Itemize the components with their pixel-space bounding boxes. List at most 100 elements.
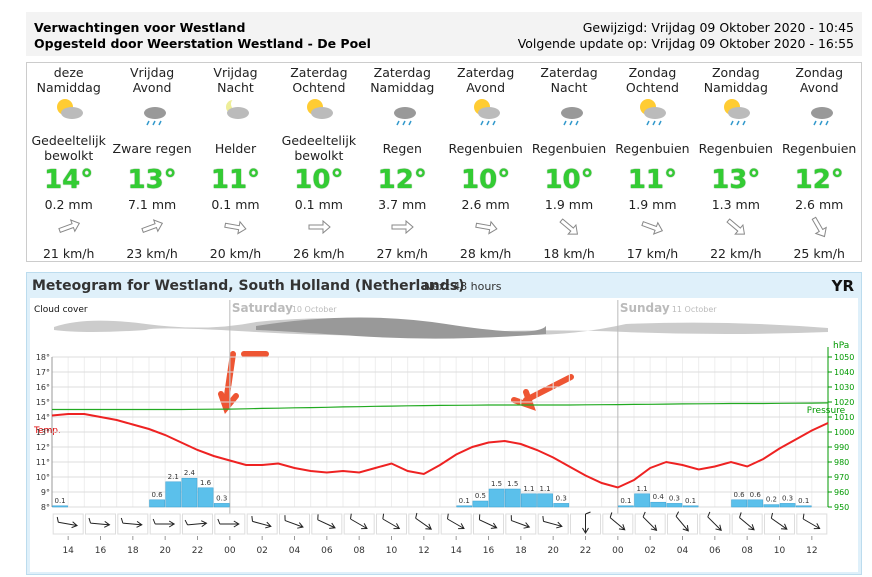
- forecast-column: Zondag Avond Regenbuien 12° 2.6 mm 25 km/h: [778, 63, 861, 261]
- y2-tick-label: 1010: [834, 413, 854, 422]
- precip-bar: [197, 487, 214, 508]
- wind-arrow: [642, 511, 658, 532]
- day: Vrijdag: [213, 65, 258, 80]
- period: Zaterdag Namiddag: [361, 65, 444, 95]
- weather-icon: [694, 95, 777, 131]
- precip-bar: [747, 499, 764, 508]
- meteogram-title: Meteogram for Westland, South Holland (N…: [32, 278, 465, 294]
- x-tick-label: 14: [62, 546, 74, 556]
- precip-bar: [779, 503, 796, 508]
- weather-icon: [778, 95, 861, 131]
- period: deze Namiddag: [27, 65, 110, 95]
- condition: Regenbuien: [615, 140, 690, 156]
- wind-arrow: [88, 517, 111, 528]
- cloud-cover: [54, 318, 828, 336]
- wind-arrow: [611, 215, 694, 245]
- x-tick-label: 00: [612, 546, 624, 556]
- pressure-line: [52, 402, 829, 411]
- precipitation: 3.7 mm: [378, 197, 427, 212]
- precip-label: 0.6: [750, 491, 762, 499]
- x-tick-label: 12: [806, 546, 817, 556]
- precip-bar: [521, 493, 537, 508]
- wind-speed: 27 km/h: [376, 246, 428, 261]
- precip-label: 1.5: [507, 480, 518, 488]
- precipitation: 0.2 mm: [44, 197, 93, 212]
- precip-bar: [456, 505, 473, 508]
- y-tick-label: 14°: [36, 413, 50, 422]
- wind-speed: 22 km/h: [710, 246, 762, 261]
- y2-tick-label: 1020: [834, 398, 854, 407]
- wind-speed: 25 km/h: [793, 246, 845, 261]
- wind-speed: 18 km/h: [543, 246, 595, 261]
- x-tick-label: 22: [192, 546, 203, 556]
- precipitation: 1.3 mm: [711, 197, 760, 212]
- day-part: Avond: [466, 80, 506, 95]
- day: Zaterdag: [373, 65, 431, 80]
- forecast-column: Zaterdag Ochtend Gedeeltelijk bewolkt 10° 0.…: [277, 63, 360, 261]
- day-part: Namiddag: [370, 80, 435, 95]
- precip-label: 2.1: [168, 473, 179, 481]
- precip-bar: [213, 503, 230, 508]
- precip-bar: [181, 477, 198, 508]
- condition: Regen: [382, 140, 422, 156]
- wind-arrow: [56, 516, 78, 529]
- condition: Helder: [214, 140, 257, 156]
- y-tick-label: 11°: [36, 458, 50, 467]
- precip-label: 0.1: [55, 497, 66, 505]
- x-tick-label: 14: [450, 546, 462, 556]
- day: Zaterdag: [540, 65, 598, 80]
- precip-label: 1.1: [540, 485, 551, 493]
- day: Zaterdag: [290, 65, 348, 80]
- y-tick-label: 8°: [41, 503, 50, 512]
- precip-bar: [682, 505, 699, 508]
- modified: Gewijzigd: Vrijdag 09 Oktober 2020 - 10:…: [582, 20, 854, 35]
- day: deze: [53, 65, 84, 80]
- day-part: Avond: [799, 80, 839, 95]
- forecast-column: Zaterdag Namiddag Regen 12° 3.7 mm 27 km/h: [361, 63, 444, 261]
- precip-bar: [731, 499, 747, 508]
- precipitation: 1.9 mm: [544, 197, 594, 212]
- y-tick-label: 18°: [36, 353, 50, 362]
- day-name: Saturday: [232, 301, 293, 315]
- precip-bar: [553, 503, 570, 508]
- x-tick-label: 20: [159, 546, 171, 556]
- wind-speed: 20 km/h: [209, 246, 262, 261]
- precip-label: 0.6: [152, 491, 164, 499]
- wind-arrow: [350, 513, 368, 530]
- forecast-column: Vrijdag Avond Zware regen 13° 7.1 mm 23 km/h: [110, 63, 193, 261]
- forecast-column: Zaterdag Nacht Regenbuien 10° 1.9 mm 18 km/h: [527, 63, 610, 261]
- logo[interactable]: YR: [831, 277, 855, 295]
- precip-bar: [472, 500, 489, 508]
- wind-arrow: [382, 513, 401, 530]
- precip-label: 1.1: [637, 485, 648, 493]
- weather-icon: [110, 95, 193, 131]
- condition: Gedeeltelijk bewolkt: [281, 133, 357, 163]
- wind-arrow: [217, 518, 240, 528]
- precip-label: 1.1: [523, 485, 534, 493]
- meteogram: Meteogram for Westland, South Holland (N…: [26, 272, 862, 575]
- period: Zaterdag Ochtend: [277, 65, 360, 95]
- precipitation: 2.6 mm: [461, 197, 510, 212]
- x-tick-label: 20: [547, 546, 559, 556]
- x-tick-label: 10: [774, 546, 786, 556]
- condition: Regenbuien: [531, 140, 607, 156]
- temperature: 10°: [544, 165, 594, 195]
- condition: Zware regen: [112, 140, 192, 156]
- x-tick-label: 22: [580, 546, 591, 556]
- day-date: 10 October: [292, 305, 337, 314]
- wind-speed: 23 km/h: [126, 246, 178, 261]
- y2-tick-label: 1050: [834, 353, 854, 362]
- precip-label: 0.3: [669, 494, 680, 502]
- precip-label: 0.1: [685, 497, 696, 505]
- temperature: 13°: [711, 165, 761, 195]
- period: Vrijdag Avond: [110, 65, 193, 95]
- cloud-cover-dense: [256, 317, 546, 339]
- wind-arrow: [739, 512, 755, 531]
- period: Zondag Namiddag: [694, 65, 777, 95]
- precip-label: 0.3: [782, 494, 793, 502]
- y2-tick-label: 970: [834, 473, 849, 482]
- wind-arrow: [194, 215, 277, 245]
- wind-arrow: [770, 512, 788, 530]
- wind-arrow: [284, 515, 304, 529]
